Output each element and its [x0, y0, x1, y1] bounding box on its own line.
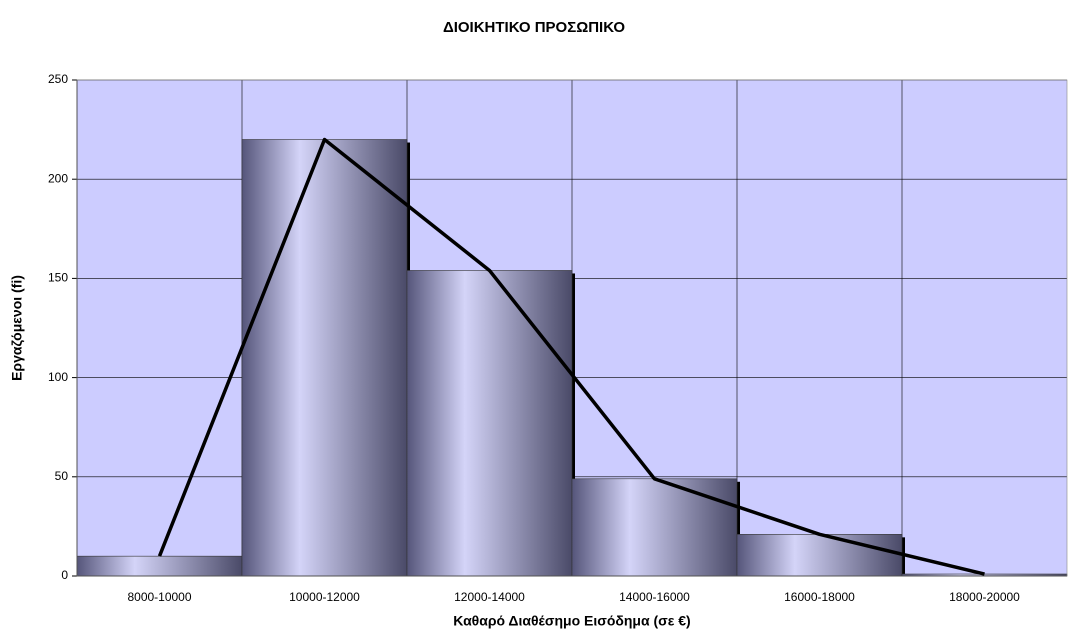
bar	[241, 139, 408, 577]
bar	[76, 555, 243, 577]
y-tick-label: 0	[61, 568, 68, 582]
chart-title: ΔΙΟΙΚΗΤΙΚΟ ΠΡΟΣΩΠΙΚΟ	[443, 19, 625, 36]
x-tick-label: 8000-10000	[127, 590, 191, 604]
plot-border	[76, 79, 1068, 577]
x-tick-label: 14000-16000	[619, 590, 690, 604]
y-tick-label: 150	[48, 271, 68, 285]
bar	[736, 534, 903, 577]
y-tick-label: 50	[55, 469, 69, 483]
y-tick-label: 250	[48, 72, 68, 86]
bar	[571, 478, 738, 577]
x-axis-title: Καθαρό Διαθέσημο Εισόδημα (σε €)	[453, 613, 690, 629]
frequency-polygon	[157, 137, 985, 576]
y-axis-title: Εργαζόμενοι (fi)	[9, 275, 25, 381]
x-tick-label: 18000-20000	[949, 590, 1020, 604]
y-tick-label: 200	[48, 171, 68, 185]
bar	[406, 270, 573, 577]
y-tick-label: 100	[48, 370, 68, 384]
x-tick-label: 10000-12000	[289, 590, 360, 604]
x-tick-label: 16000-18000	[784, 590, 855, 604]
x-tick-label: 12000-14000	[454, 590, 525, 604]
